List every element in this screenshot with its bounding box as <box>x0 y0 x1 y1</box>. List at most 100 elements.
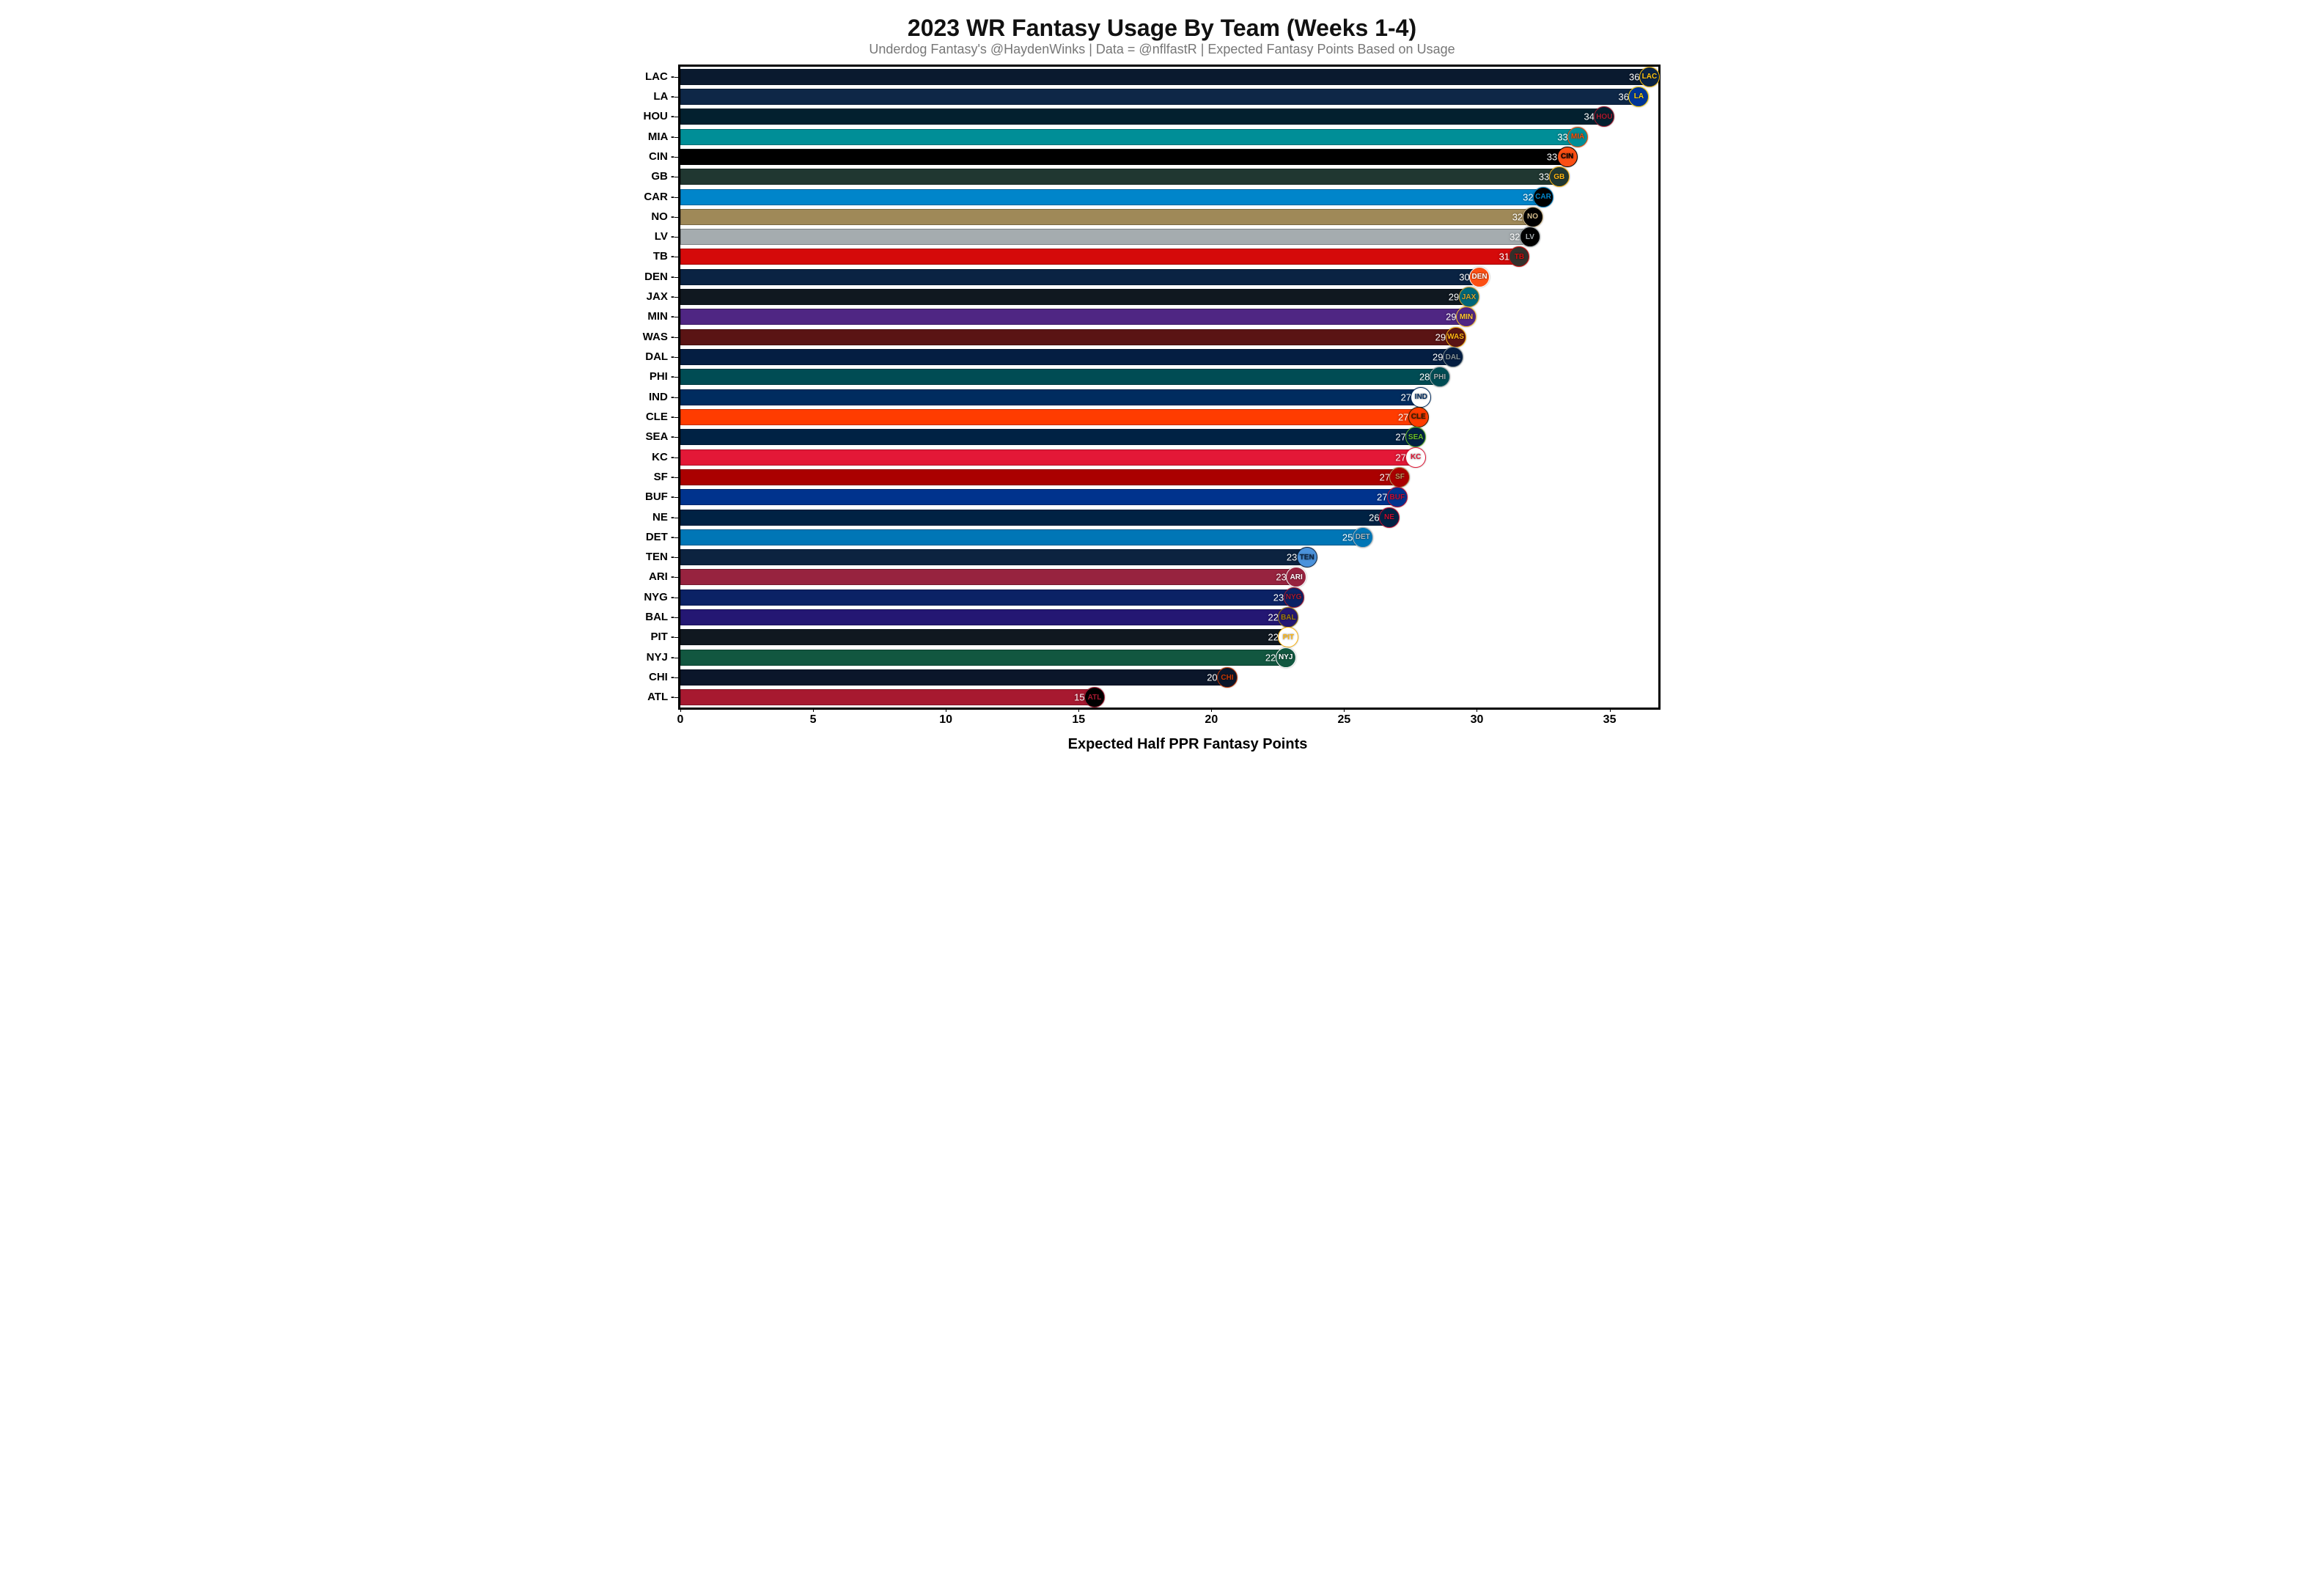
team-logo-icon: NYJ <box>1276 647 1296 668</box>
bar <box>680 510 1389 526</box>
x-axis-tick <box>1211 708 1212 712</box>
bar <box>680 169 1559 185</box>
y-axis-label: NYJ - <box>630 648 674 667</box>
bar-row: 27.8CLE <box>680 408 1658 427</box>
y-axis-label: CAR - <box>630 188 674 207</box>
team-logo-icon: BAL <box>1278 607 1298 628</box>
y-axis-label: GB - <box>630 167 674 186</box>
y-axis-label: HOU - <box>630 107 674 126</box>
team-logo-icon: NE <box>1379 507 1400 528</box>
bar <box>680 409 1419 425</box>
team-logo-icon: TEN <box>1297 547 1317 567</box>
bar-row: 29.7JAX <box>680 287 1658 306</box>
bar-row: 26.7NE <box>680 508 1658 527</box>
bar-row: 27.0BUF <box>680 488 1658 507</box>
bar <box>680 269 1479 285</box>
team-logo-icon: MIA <box>1567 127 1588 147</box>
y-axis-label: TEN - <box>630 548 674 567</box>
bar-row: 27.7KC <box>680 448 1658 467</box>
bar <box>680 149 1567 165</box>
bar-row: 27.7SEA <box>680 427 1658 447</box>
x-axis-tick-label: 25 <box>1337 713 1350 727</box>
bar-row: 30.1DEN <box>680 268 1658 287</box>
team-logo-icon: SEA <box>1405 427 1426 447</box>
bar-row: 33.1GB <box>680 167 1658 186</box>
bar <box>680 609 1288 625</box>
x-axis-tick-label: 0 <box>677 713 684 727</box>
bar-row: 22.8NYJ <box>680 648 1658 667</box>
bar <box>680 449 1416 466</box>
bar-row: 36.1LA <box>680 87 1658 106</box>
bar-row: 20.6CHI <box>680 668 1658 687</box>
y-axis-label: MIA - <box>630 128 674 147</box>
y-axis-label: TB - <box>630 247 674 266</box>
bar-row: 27.1SF <box>680 468 1658 487</box>
bar-row: 29.1DAL <box>680 348 1658 367</box>
y-axis-label: IND - <box>630 388 674 407</box>
bar <box>680 309 1466 325</box>
bar <box>680 209 1533 225</box>
x-axis-tick-label: 10 <box>939 713 952 727</box>
x-axis-title: Expected Half PPR Fantasy Points <box>678 736 1697 753</box>
bar <box>680 529 1363 545</box>
bar-row: 32.1NO <box>680 207 1658 227</box>
team-logo-icon: DET <box>1353 527 1373 548</box>
bar-row: 36.5LAC <box>680 67 1658 87</box>
team-logo-icon: PHI <box>1430 367 1450 387</box>
team-logo-icon: NO <box>1523 207 1543 227</box>
y-axis-label: LV - <box>630 227 674 246</box>
y-axis-label: DEN - <box>630 268 674 287</box>
y-axis-label: DET - <box>630 528 674 547</box>
bar-row: 23.2ARI <box>680 567 1658 587</box>
bar <box>680 650 1286 666</box>
bar <box>680 289 1469 305</box>
team-logo-icon: ARI <box>1286 567 1306 587</box>
y-axis-label: NYG - <box>630 588 674 607</box>
bar-row: 27.9IND <box>680 388 1658 407</box>
bar-row: 23.6TEN <box>680 548 1658 567</box>
bar <box>680 129 1578 145</box>
bar <box>680 569 1296 585</box>
bar-row: 29.6MIN <box>680 307 1658 326</box>
y-axis-label: NE - <box>630 508 674 527</box>
x-axis-tick <box>1610 708 1611 712</box>
team-logo-icon: WAS <box>1446 327 1466 348</box>
bar <box>680 669 1227 686</box>
y-axis-label: ARI - <box>630 567 674 587</box>
bar-row: 32.5CAR <box>680 188 1658 207</box>
bar-row: 33.8MIA <box>680 128 1658 147</box>
chart-title: 2023 WR Fantasy Usage By Team (Weeks 1-4… <box>627 15 1697 42</box>
bar <box>680 69 1650 85</box>
team-logo-icon: LV <box>1520 227 1540 247</box>
bar <box>680 329 1456 345</box>
team-logo-icon: HOU <box>1594 106 1614 127</box>
y-axis-label: CLE - <box>630 408 674 427</box>
bar <box>680 109 1604 125</box>
bar-row: 15.6ATL <box>680 688 1658 707</box>
x-axis-tick <box>1344 708 1345 712</box>
team-logo-icon: LA <box>1628 87 1649 107</box>
team-logo-icon: GB <box>1549 166 1570 187</box>
bar <box>680 429 1416 445</box>
y-axis-label: CHI - <box>630 668 674 687</box>
y-axis-label: BUF - <box>630 488 674 507</box>
bar <box>680 589 1294 606</box>
bar-row: 34.8HOU <box>680 107 1658 126</box>
bar <box>680 469 1400 485</box>
x-axis-tick <box>680 708 681 712</box>
team-logo-icon: TB <box>1509 246 1529 267</box>
y-axis-label: BAL - <box>630 608 674 627</box>
y-axis-label: ATL - <box>630 688 674 707</box>
team-logo-icon: CAR <box>1533 187 1553 207</box>
y-axis-label: KC - <box>630 448 674 467</box>
x-axis-tick <box>813 708 814 712</box>
y-axis-label: MIN - <box>630 307 674 326</box>
y-axis-labels: LAC -LA -HOU -MIA -CIN -GB -CAR -NO -LV … <box>630 67 674 708</box>
y-axis-label: LA - <box>630 87 674 106</box>
bar <box>680 689 1095 705</box>
y-axis-label: DAL - <box>630 348 674 367</box>
x-axis-tick-label: 5 <box>810 713 817 727</box>
y-axis-label: SEA - <box>630 427 674 447</box>
bar-row: 32.0LV <box>680 227 1658 246</box>
y-axis-label: SF - <box>630 468 674 487</box>
